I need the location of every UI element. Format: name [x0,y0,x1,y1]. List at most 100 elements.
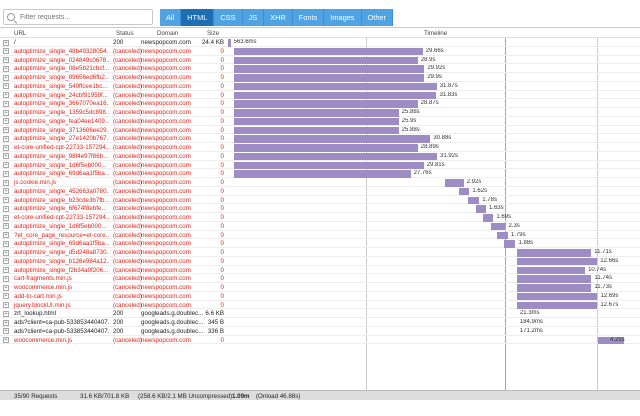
timeline-bar[interactable] [516,275,592,283]
request-url[interactable]: ?et_core_page_resource=et-core... [14,231,109,239]
expand-icon[interactable]: + [3,240,9,247]
expand-icon[interactable]: + [3,275,9,282]
expand-icon[interactable]: + [3,170,9,177]
filter-html[interactable]: HTML [181,9,215,26]
expand-icon[interactable]: + [3,188,9,195]
request-row[interactable]: + autoptimize_single_d5d248a8730... (cance… [0,248,640,257]
request-row[interactable]: + autoptimize_single_6f674f8ebfe... (cance… [0,204,640,213]
timeline-bar[interactable] [234,109,399,117]
expand-icon[interactable]: + [3,302,9,308]
request-url[interactable]: autoptimize_single_1d6f5eb000... [14,222,107,230]
request-url[interactable]: autoptimize_single_b126e984a12... [14,257,109,265]
expand-icon[interactable]: + [3,144,9,151]
expand-icon[interactable]: + [3,74,9,81]
request-row[interactable]: + autoptimize_single_452663a0780... (cance… [0,187,640,196]
timeline-bar[interactable] [234,65,425,73]
col-timeline[interactable]: Timeline [424,30,448,37]
timeline-bar[interactable] [234,126,399,134]
timeline-bar[interactable] [234,170,411,178]
request-row[interactable]: + et-core-unified-cpt-22733-157294... (can… [0,213,640,222]
request-row[interactable]: + autoptimize_single_b126e984a12... (cance… [0,257,640,266]
col-domain[interactable]: Domain [157,30,179,37]
request-url[interactable]: jquery.blockUI.min.js [14,301,71,309]
filter-fonts[interactable]: Fonts [292,9,325,26]
timeline-bar[interactable] [516,249,592,257]
request-url[interactable]: add-to-cart.min.js [14,292,62,300]
expand-icon[interactable]: + [3,179,9,186]
request-row[interactable]: + et-core-unified-cpt-22733-157294... (can… [0,143,640,152]
expand-icon[interactable]: + [3,135,9,142]
timeline-bar[interactable] [516,266,586,274]
expand-icon[interactable]: + [3,162,9,168]
request-row[interactable]: + autoptimize_single_3667070ea16... (cance… [0,99,640,108]
request-row[interactable]: + autoptimize_single_89656ed6fb2... (cance… [0,73,640,82]
search-box[interactable] [3,9,153,25]
request-row[interactable]: + autoptimize_single_549ffcee1bc... (cance… [0,82,640,91]
request-url[interactable]: ads?client=ca-pub-533853440407... [14,319,109,326]
request-row[interactable]: + zrt_lookup.html 200 googleads.g.doublec..… [0,309,640,318]
filter-css[interactable]: CSS [214,9,243,26]
request-url[interactable]: autoptimize_single_6f674f8ebfe... [14,205,107,213]
request-row[interactable]: + ads?client=ca-pub-533853440407... 200 goo… [0,327,640,336]
request-url[interactable]: autoptimize_single_1359c5dc898... [14,109,109,116]
request-url[interactable]: autoptimize_single_69d6aa1f5ba... [14,170,109,178]
request-url[interactable]: autoptimize_single_452663a0780... [14,187,109,195]
request-row[interactable]: + autoptimize_single_1d6f5eb000... (cancel… [0,222,640,231]
request-url[interactable]: woocommerce.min.js [14,336,73,344]
timeline-bar[interactable] [516,292,598,301]
request-row[interactable]: + autoptimize_single_24cbf91959f... (cance… [0,91,640,100]
timeline-bar[interactable] [516,284,592,292]
expand-icon[interactable]: + [3,100,9,107]
timeline-bar[interactable] [234,100,418,108]
request-row[interactable]: + autoptimize_single_f2b34a0f206... (cance… [0,266,640,275]
timeline-bar[interactable] [234,91,437,99]
expand-icon[interactable]: + [3,214,9,221]
request-url[interactable]: autoptimize_single_024849c0678... [14,56,109,64]
request-url[interactable]: cart-fragments.min.js [14,275,72,283]
request-row[interactable]: + autoptimize_single_b23cde3b7fb... (cance… [0,196,640,205]
request-row[interactable]: + autoptimize_single_48b49328054... (cance… [0,47,640,56]
request-row[interactable]: + jquery.blockUI.min.js (canceled) newspopc… [0,301,640,310]
request-row[interactable]: + autoptimize_single_69d6aa1f5ba... (cance… [0,169,640,178]
request-url[interactable]: autoptimize_single_08e5b21cbcf... [14,65,109,73]
request-row[interactable]: + autoptimize_single_024849c0678... (cance… [0,56,640,65]
timeline-bar[interactable] [496,231,508,239]
filter-other[interactable]: Other [361,9,393,26]
request-row[interactable]: + js.cookie.min.js (canceled) newspopcom.co… [0,178,640,187]
expand-icon[interactable]: + [3,258,9,265]
timeline-bar[interactable] [482,214,494,222]
request-row[interactable]: + woocommerce.min.js (canceled) newspopcom.… [0,336,640,345]
request-url[interactable]: autoptimize_single_b23cde3b7fb... [14,196,109,204]
request-row[interactable]: + autoptimize_single_3713606ee29... (cance… [0,126,640,135]
request-url[interactable]: js.cookie.min.js [14,179,56,186]
request-url[interactable]: autoptimize_single_69d6aa1f5ba... [14,240,109,248]
expand-icon[interactable]: + [3,319,9,326]
expand-icon[interactable]: + [3,293,9,300]
expand-icon[interactable]: + [3,232,9,238]
timeline-bar[interactable] [234,74,425,82]
request-url[interactable]: autoptimize_single_f2b34a0f206... [14,266,109,274]
request-row[interactable]: + / 200 newspopcom.com 24.4 KB 563.6ms [0,38,640,47]
timeline-bar[interactable] [228,39,231,47]
request-row[interactable]: + autoptimize_single_27e1420b767... (cance… [0,134,640,143]
timeline-bar[interactable] [234,144,418,152]
request-url[interactable]: / [14,39,16,46]
expand-icon[interactable]: + [3,127,9,133]
timeline-bar[interactable] [468,196,480,204]
request-row[interactable]: + autoptimize_single_1359c5dc898... (cance… [0,108,640,117]
timeline-bar[interactable] [459,187,470,196]
request-row[interactable]: + woocommerce.min.js (canceled) newspopcom.… [0,283,640,292]
expand-icon[interactable]: + [3,83,9,90]
timeline-bar[interactable] [234,135,431,143]
request-url[interactable]: woocommerce.min.js [14,284,73,291]
filter-all[interactable]: All [160,9,182,26]
filter-images[interactable]: Images [324,9,362,26]
expand-icon[interactable]: + [3,48,9,55]
request-url[interactable]: autoptimize_single_549ffcee1bc... [14,82,108,90]
request-row[interactable]: + autoptimize_single_1d6f5eb000... (cancel… [0,161,640,170]
timeline-bar[interactable] [475,205,486,213]
search-input[interactable] [20,11,150,23]
expand-icon[interactable]: + [3,92,9,98]
request-row[interactable]: + ads?client=ca-pub-533853440407... 200 goo… [0,318,640,327]
timeline-bar[interactable] [234,117,399,126]
